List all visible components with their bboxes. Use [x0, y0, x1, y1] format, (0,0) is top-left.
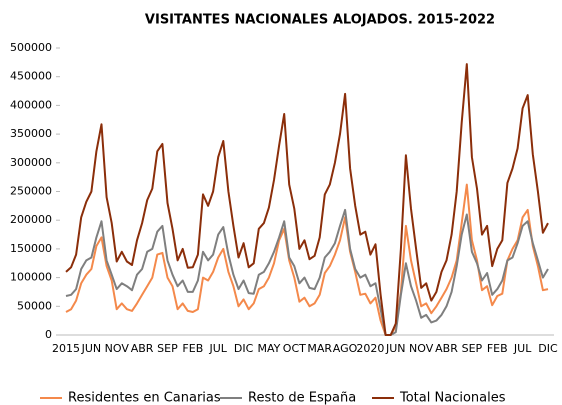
x-tick-label: OCT	[283, 342, 306, 355]
x-tick-label: FEB	[182, 342, 203, 355]
y-tick-label: 50000	[17, 299, 52, 312]
y-tick-label: 0	[45, 328, 52, 341]
series-line	[65, 208, 549, 336]
x-tick-label: 2015	[52, 342, 80, 355]
y-tick-label: 150000	[10, 242, 52, 255]
y-tick-label: 450000	[10, 70, 52, 83]
legend-label: Resto de España	[248, 391, 356, 405]
x-tick-label: SEP	[462, 342, 483, 355]
x-tick-label: MAY	[258, 342, 281, 355]
x-tick-label: JUN	[385, 342, 406, 355]
x-tick-label: 2020	[356, 342, 384, 355]
x-tick-label: MAR	[307, 342, 332, 355]
x-tick-label: FEB	[487, 342, 508, 355]
x-tick-label: DIC	[234, 342, 254, 355]
legend-label: Total Nacionales	[399, 391, 506, 405]
x-tick-label: JUN	[81, 342, 102, 355]
x-tick-label: NOV	[409, 342, 434, 355]
x-tick-label: ABR	[435, 342, 458, 355]
y-tick-label: 250000	[10, 185, 52, 198]
x-tick-label: ABR	[131, 342, 154, 355]
x-tick-label: DIC	[538, 342, 558, 355]
legend-label: Residentes en Canarias	[68, 391, 221, 405]
series-line	[65, 63, 549, 336]
y-tick-label: 300000	[10, 156, 52, 169]
x-tick-label: AGO	[333, 342, 358, 355]
y-tick-label: 200000	[10, 213, 52, 226]
x-tick-label: JUL	[513, 342, 532, 355]
x-tick-label: JUL	[208, 342, 227, 355]
y-tick-label: 100000	[10, 271, 52, 284]
y-tick-label: 350000	[10, 127, 52, 140]
series-line	[65, 183, 549, 336]
x-tick-label: NOV	[105, 342, 130, 355]
chart-title: VISITANTES NACIONALES ALOJADOS. 2015-202…	[145, 13, 495, 28]
y-tick-label: 500000	[10, 41, 52, 54]
x-tick-label: SEP	[157, 342, 178, 355]
y-tick-label: 400000	[10, 98, 52, 111]
